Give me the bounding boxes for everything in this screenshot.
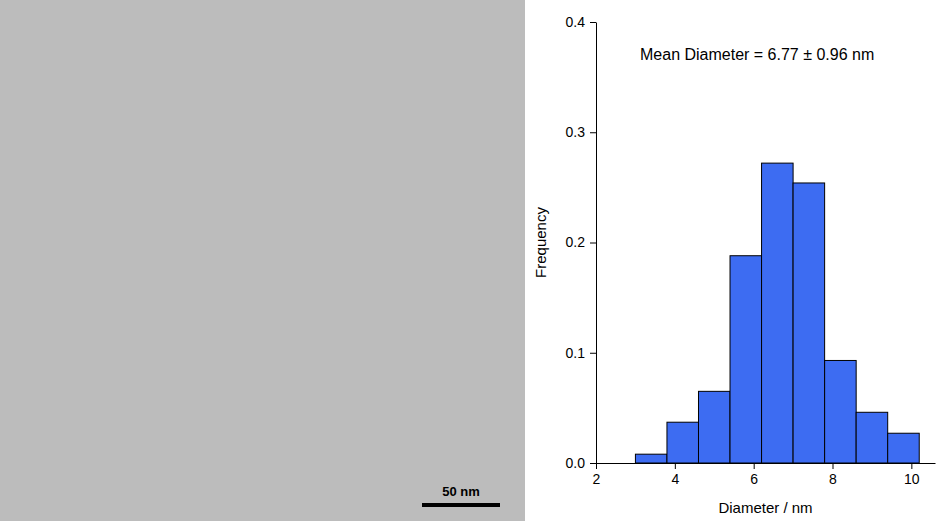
histogram-bar xyxy=(730,256,762,463)
x-tick-mark xyxy=(596,463,597,469)
x-tick: 4 xyxy=(671,463,679,487)
micrograph-background xyxy=(0,0,525,521)
y-tick-label: 0.1 xyxy=(566,345,586,361)
y-tick-label: 0.2 xyxy=(566,234,586,250)
histogram-bar xyxy=(825,360,857,463)
bars xyxy=(635,163,919,463)
x-tick-mark xyxy=(675,463,676,469)
y-tick-mark xyxy=(590,463,596,464)
y-axis: 0.0 0.1 0.2 0.3 0.4 xyxy=(566,14,597,471)
y-axis-line xyxy=(596,23,597,464)
x-tick-label: 6 xyxy=(750,471,758,487)
x-axis-line xyxy=(597,463,936,464)
x-axis-title: Diameter / nm xyxy=(718,499,812,516)
scale-bar-label: 50 nm xyxy=(442,484,480,499)
histogram-bar xyxy=(698,391,730,463)
x-tick-label: 8 xyxy=(829,471,837,487)
histogram-bar xyxy=(667,422,699,463)
y-tick-mark xyxy=(590,353,596,354)
y-axis-title: Frequency xyxy=(532,207,549,278)
y-tick: 0.0 xyxy=(566,455,596,471)
figure: 50 nm 2 4 6 8 10 0.0 0.1 0.2 0.3 0.4 Diameter / nm F… xyxy=(0,0,945,521)
x-tick-mark xyxy=(754,463,755,469)
x-tick: 6 xyxy=(750,463,758,487)
y-tick: 0.4 xyxy=(566,14,596,30)
histogram-bar xyxy=(762,163,794,463)
x-axis: 2 4 6 8 10 xyxy=(593,463,936,487)
x-tick-mark xyxy=(911,463,912,469)
micrograph: 50 nm xyxy=(0,0,525,521)
x-tick-label: 2 xyxy=(593,471,601,487)
x-tick: 8 xyxy=(829,463,837,487)
histogram-bar xyxy=(793,183,825,463)
y-tick-mark xyxy=(590,243,596,244)
y-tick: 0.2 xyxy=(566,234,596,250)
x-tick: 10 xyxy=(904,463,920,487)
histogram-bar xyxy=(856,412,888,463)
y-tick: 0.1 xyxy=(566,345,596,361)
y-tick-mark xyxy=(590,22,596,23)
x-tick-mark xyxy=(833,463,834,469)
y-tick: 0.3 xyxy=(566,124,596,140)
x-tick: 2 xyxy=(593,463,601,487)
scale-bar xyxy=(422,503,500,507)
y-tick-mark xyxy=(590,132,596,133)
y-tick-label: 0.0 xyxy=(566,455,586,471)
y-tick-label: 0.3 xyxy=(566,124,586,140)
y-tick-label: 0.4 xyxy=(566,14,586,30)
x-tick-label: 4 xyxy=(671,471,679,487)
annotation: Mean Diameter = 6.77 ± 0.96 nm xyxy=(640,46,874,63)
histogram-bar xyxy=(635,454,667,463)
x-tick-label: 10 xyxy=(904,471,920,487)
histogram-bar xyxy=(888,433,920,463)
